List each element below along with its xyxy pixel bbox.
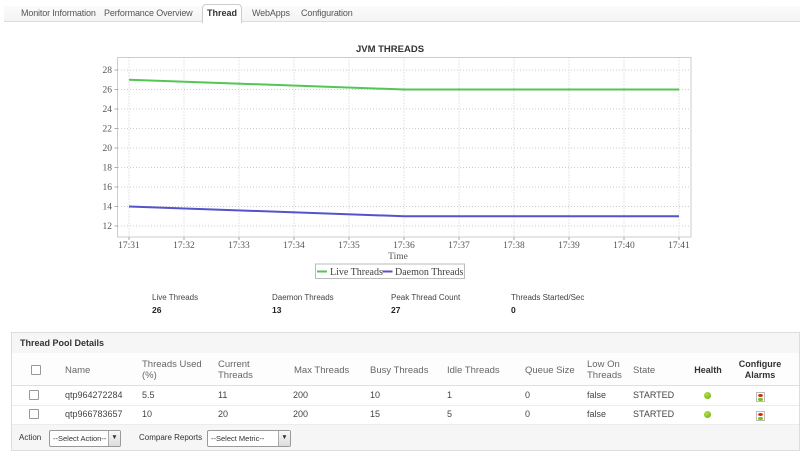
svg-text:JVM THREADS: JVM THREADS — [356, 44, 424, 55]
svg-text:14: 14 — [103, 203, 113, 213]
svg-text:17:39: 17:39 — [558, 241, 580, 251]
svg-text:17:40: 17:40 — [613, 241, 635, 251]
svg-text:17:37: 17:37 — [448, 241, 470, 251]
svg-text:17:32: 17:32 — [173, 241, 195, 251]
svg-text:Live Threads: Live Threads — [330, 267, 383, 278]
svg-text:17:36: 17:36 — [393, 241, 415, 251]
svg-text:17:33: 17:33 — [228, 241, 250, 251]
svg-text:28: 28 — [103, 66, 113, 76]
svg-text:Daemon Threads: Daemon Threads — [395, 267, 464, 278]
svg-text:17:41: 17:41 — [668, 241, 690, 251]
svg-text:17:38: 17:38 — [503, 241, 525, 251]
svg-text:17:35: 17:35 — [338, 241, 360, 251]
svg-text:24: 24 — [103, 105, 113, 115]
svg-text:16: 16 — [103, 183, 113, 193]
svg-text:17:31: 17:31 — [118, 241, 140, 251]
svg-text:20: 20 — [103, 144, 113, 154]
svg-text:18: 18 — [103, 164, 113, 174]
svg-text:17:34: 17:34 — [283, 241, 305, 251]
svg-text:22: 22 — [103, 125, 113, 135]
svg-text:12: 12 — [103, 222, 113, 232]
svg-text:Time: Time — [388, 252, 408, 262]
svg-text:26: 26 — [103, 86, 113, 96]
